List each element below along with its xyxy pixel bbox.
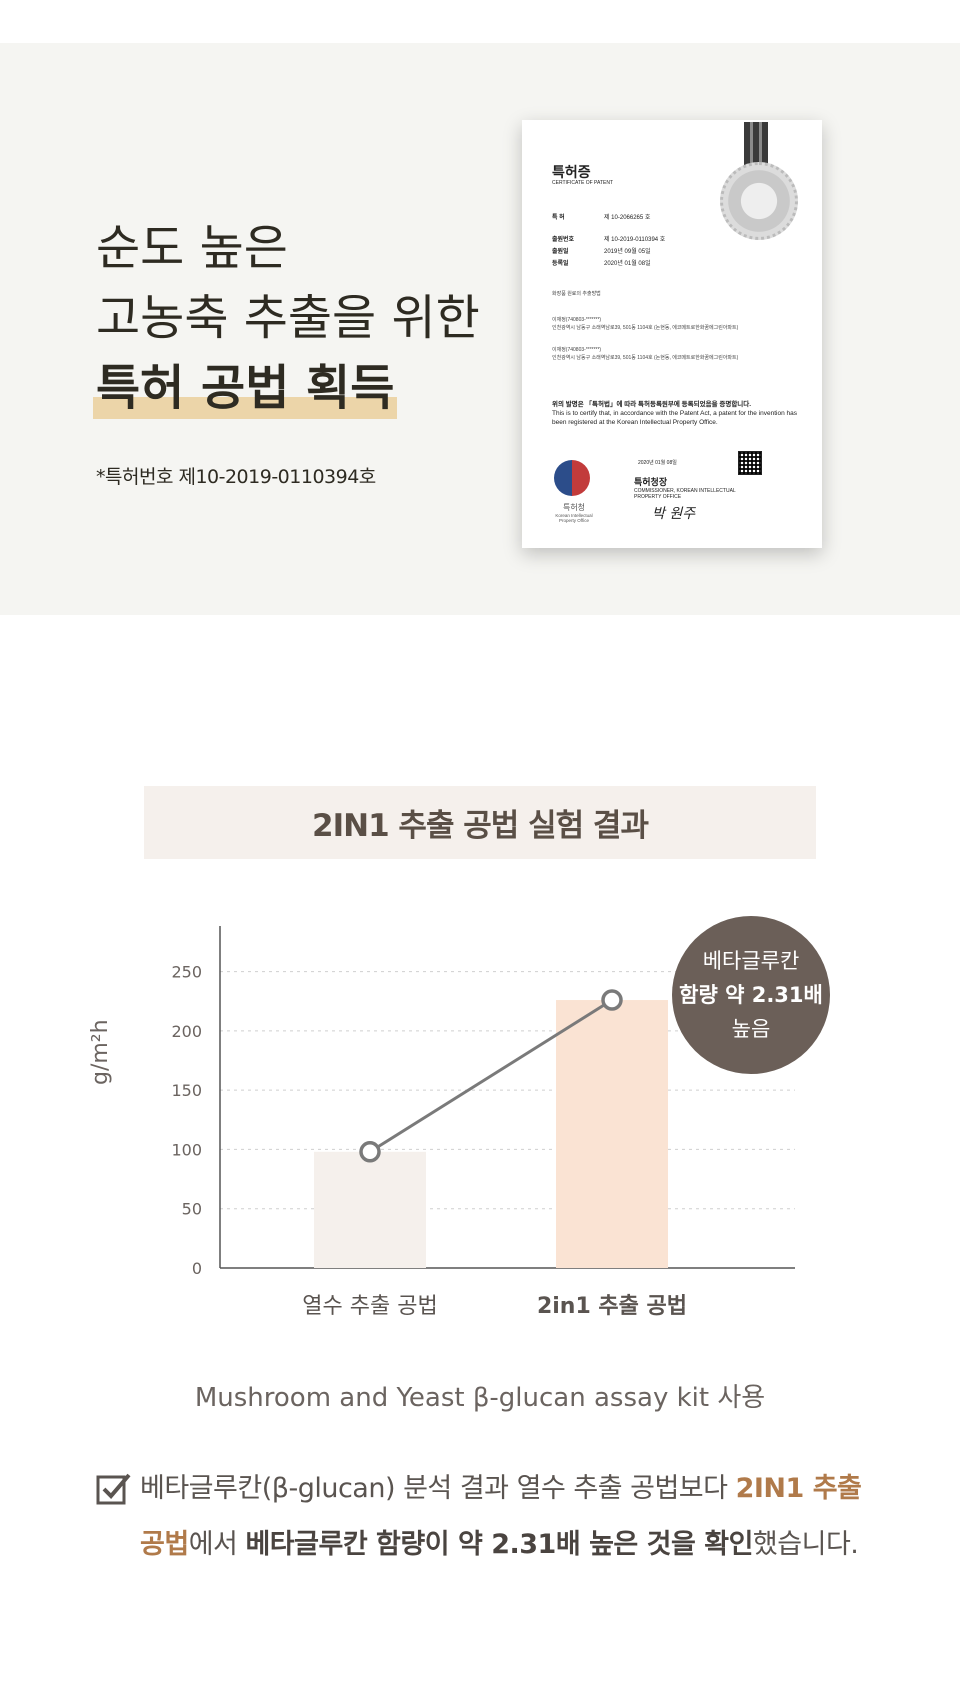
cert-statement: 위의 발명은 「특허법」에 따라 특허등록원부에 등록되었음을 증명합니다. T… [552, 401, 797, 426]
cert-filing-row: 출원일 2019년 09월 05일 [552, 249, 651, 255]
conclusion-text: 베타글루칸(β-glucan) 분석 결과 열수 추출 공법보다 2IN1 추출… [140, 1473, 862, 1560]
y-tick-label: 0 [192, 1259, 202, 1278]
cert-signature: 박 원주 [652, 506, 696, 522]
cert-inventor: 이재정(740803-*******) [552, 347, 602, 353]
cert-address-2: 인천광역시 남동구 소래역남로39, 501동 1104호 (논현동, 에코메트… [552, 355, 739, 361]
certificate-title: 특허증 [552, 164, 591, 180]
headline-line-2: 고농축 추출을 위한 [96, 290, 480, 346]
qr-code-icon [738, 451, 762, 475]
y-tick-label: 150 [171, 1081, 202, 1100]
cert-commissioner: 특허청장 COMMISSIONER, KOREAN INTELLECTUAL PR… [634, 477, 736, 500]
cert-issue-date: 2020년 01월 08일 [638, 460, 677, 466]
badge-line-2: 함량 약 2.31배 [679, 983, 823, 1007]
cert-reg-row: 등록일 2020년 01월 08일 [552, 261, 651, 267]
y-axis-label: g/m²h [88, 1019, 113, 1085]
headline-line-1: 순도 높은 [96, 220, 288, 276]
trend-line [369, 998, 613, 1154]
data-point [601, 989, 623, 1011]
conclusion-accent: 2IN1 추출 공법 [140, 1473, 862, 1560]
cert-app-row: 출원번호 제 10-2019-0110394 호 [552, 237, 666, 243]
cert-office: 특허청 Korean Intellectual Property Office [555, 503, 593, 523]
result-badge: 베타글루칸 함량 약 2.31배 높음 [672, 916, 830, 1074]
bar [556, 1000, 668, 1268]
x-category-label: 열수 추출 공법 [302, 1294, 437, 1319]
headline-line-3: 특허 공법 획득 [93, 353, 398, 423]
badge-line-3: 높음 [731, 1017, 771, 1041]
result-banner: 2IN1 추출 공법 실험 결과 [144, 786, 816, 859]
cert-owner: 이재정(740803-*******) [552, 317, 602, 323]
headline-highlight [93, 397, 398, 419]
patent-number-note: *특허번호 제10-2019-0110394호 [96, 466, 376, 488]
beta-glucan-chart: 0 50 100 150 200 250 열수 추출 공법 2in1 추출 공법 g/m²h … [88, 900, 860, 1330]
bar [314, 1151, 426, 1268]
y-tick-label: 200 [171, 1022, 202, 1041]
data-point [359, 1141, 381, 1163]
x-category-label: 2in1 추출 공법 [537, 1294, 687, 1319]
y-tick-label: 250 [171, 963, 202, 982]
taegeuk-emblem-icon [554, 460, 590, 496]
certificate-subtitle: CERTIFICATE OF PATENT [552, 180, 614, 186]
assay-note: Mushroom and Yeast β-glucan assay kit 사용 [194, 1383, 766, 1413]
conclusion-strong: 베타글루칸 함량이 약 2.31배 높은 것을 확인 [245, 1529, 753, 1560]
y-tick-label: 50 [182, 1200, 202, 1219]
cert-address-1: 인천광역시 남동구 소래역남로39, 501동 1104호 (논현동, 에코메트… [552, 325, 739, 331]
chart-svg: 0 50 100 150 200 250 열수 추출 공법 2in1 추출 공법 [171, 926, 795, 1319]
patent-headline: 순도 높은 고농축 추출을 위한 특허 공법 획득 [93, 213, 480, 423]
cert-invention: 화장품 원료의 추출방법 [552, 291, 601, 297]
y-tick-label: 100 [171, 1140, 202, 1159]
seal-icon [720, 162, 798, 240]
badge-line-1: 베타글루칸 [702, 949, 800, 973]
checkbox-check-icon [96, 1473, 131, 1505]
